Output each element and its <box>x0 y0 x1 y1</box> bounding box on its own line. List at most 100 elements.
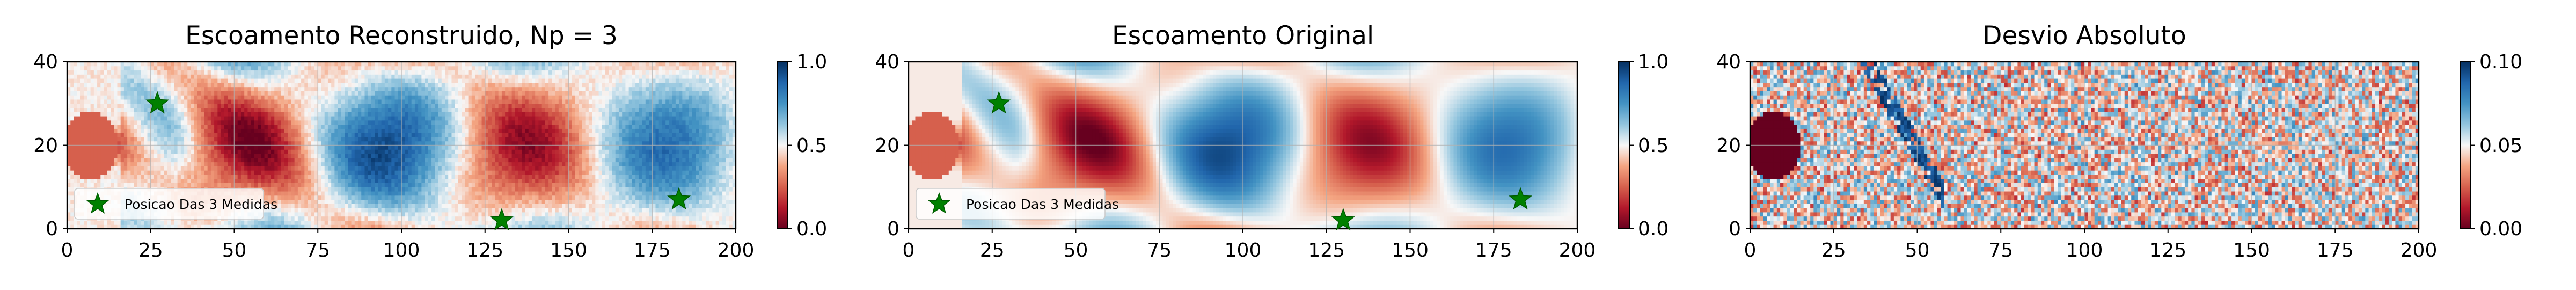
heatmap-cell <box>298 212 302 216</box>
heatmap-cell <box>395 166 399 170</box>
heatmap-cell <box>689 162 693 166</box>
heatmap-cell <box>652 170 656 175</box>
heatmap-cell <box>214 146 218 150</box>
heatmap-cell <box>124 158 128 162</box>
heatmap-cell <box>538 162 542 166</box>
heatmap-cell <box>442 158 445 162</box>
heatmap-cell <box>619 183 623 187</box>
heatmap-cell <box>662 187 666 191</box>
heatmap-cell <box>712 212 716 216</box>
heatmap-cell <box>265 162 268 166</box>
heatmap-cell <box>555 212 559 216</box>
heatmap-cell <box>455 179 459 183</box>
heatmap-cell <box>70 128 74 133</box>
heatmap-cell <box>716 204 720 208</box>
heatmap-cell <box>686 179 690 183</box>
heatmap-cell <box>532 187 536 191</box>
heatmap-cell <box>382 137 385 141</box>
heatmap-cell <box>569 128 573 133</box>
heatmap-cell <box>265 133 268 137</box>
heatmap-cell <box>646 212 649 216</box>
heatmap-cell <box>164 146 168 150</box>
heatmap-cell <box>211 162 215 166</box>
heatmap-cell <box>635 216 639 221</box>
heatmap-cell <box>712 220 716 224</box>
heatmap-cell <box>107 154 111 158</box>
heatmap-cell <box>545 200 549 204</box>
heatmap-cell <box>625 195 629 200</box>
heatmap-cell <box>538 166 542 170</box>
heatmap-cell <box>522 195 525 200</box>
heatmap-cell <box>431 212 435 216</box>
heatmap-cell <box>268 170 272 175</box>
heatmap-cell <box>515 216 519 221</box>
heatmap-cell <box>241 166 245 170</box>
heatmap-cell <box>475 183 479 187</box>
heatmap-cell <box>371 146 375 150</box>
heatmap-cell <box>595 175 599 179</box>
heatmap-cell <box>629 162 633 166</box>
heatmap-cell <box>451 208 455 212</box>
heatmap-cell <box>137 125 141 129</box>
heatmap-cell <box>709 149 713 154</box>
heatmap-cell <box>214 149 218 154</box>
heatmap-cell <box>425 200 429 204</box>
heatmap-cell <box>616 179 619 183</box>
heatmap-cell <box>352 216 355 221</box>
heatmap-cell <box>238 125 241 129</box>
heatmap-cell <box>499 128 502 133</box>
heatmap-cell <box>535 166 539 170</box>
heatmap-cell <box>298 170 302 175</box>
heatmap-cell <box>428 166 432 170</box>
heatmap-cell <box>709 158 713 162</box>
heatmap-cell <box>442 187 445 191</box>
heatmap-cell <box>331 187 335 191</box>
heatmap-cell <box>418 166 422 170</box>
heatmap-cell <box>542 195 546 200</box>
heatmap-cell <box>235 146 238 150</box>
heatmap-cell <box>371 212 375 216</box>
heatmap-cell <box>582 154 586 158</box>
heatmap-cell <box>609 220 612 224</box>
heatmap-cell <box>689 204 693 208</box>
heatmap-cell <box>532 166 536 170</box>
heatmap-cell <box>478 154 482 158</box>
heatmap-cell <box>445 212 449 216</box>
heatmap-cell <box>304 220 308 224</box>
heatmap-cell <box>291 200 295 204</box>
heatmap-cell <box>191 154 195 158</box>
heatmap-cell <box>261 146 265 150</box>
heatmap-cell <box>525 166 529 170</box>
heatmap-cell <box>696 187 699 191</box>
heatmap-cell <box>284 220 288 224</box>
heatmap-cell <box>475 208 479 212</box>
heatmap-cell <box>475 175 479 179</box>
heatmap-cell <box>559 216 562 221</box>
heatmap-cell <box>451 179 455 183</box>
heatmap-cell <box>518 154 522 158</box>
heatmap-cell <box>458 208 462 212</box>
heatmap-cell <box>712 200 716 204</box>
heatmap-cell <box>515 158 519 162</box>
heatmap-cell <box>418 191 422 195</box>
heatmap-cell <box>552 137 555 141</box>
heatmap-cell <box>124 166 128 170</box>
heatmap-cell <box>595 204 599 208</box>
heatmap-cell <box>632 208 636 212</box>
heatmap-cell <box>274 125 278 129</box>
heatmap-cell <box>586 125 589 129</box>
heatmap-cell <box>241 175 245 179</box>
heatmap-cell <box>137 179 141 183</box>
heatmap-cell <box>729 170 733 175</box>
heatmap-cell <box>111 220 114 224</box>
heatmap-cell <box>548 208 552 212</box>
heatmap-cell <box>334 137 338 141</box>
heatmap-cell <box>251 137 255 141</box>
heatmap-cell <box>455 137 459 141</box>
heatmap-cell <box>127 220 131 224</box>
heatmap-cell <box>141 158 144 162</box>
heatmap-cell <box>586 166 589 170</box>
heatmap-cell <box>284 170 288 175</box>
heatmap-cell <box>575 208 579 212</box>
heatmap-cell <box>388 191 392 195</box>
